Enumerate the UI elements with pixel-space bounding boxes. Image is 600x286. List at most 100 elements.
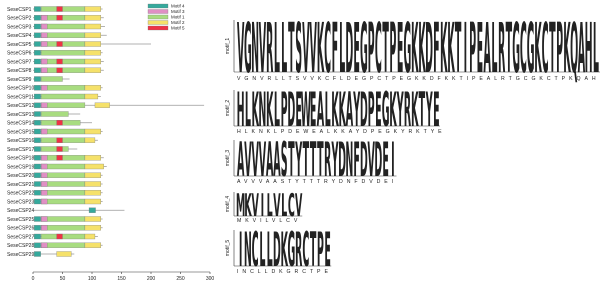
logo-letter: W — [301, 83, 311, 138]
motif-box — [34, 32, 41, 38]
motif-box — [41, 198, 48, 205]
motif-box — [41, 32, 86, 38]
logo-letter: C — [375, 9, 382, 89]
logo-letter: K — [440, 9, 448, 89]
logo-letter: E — [397, 9, 403, 89]
logo-letter: V — [251, 133, 259, 188]
logo-letter: R — [266, 9, 273, 89]
motif-box — [41, 181, 86, 187]
logo-letter: R — [404, 83, 411, 138]
motif-box — [41, 93, 86, 100]
logo-letter: D — [374, 133, 382, 188]
logo-letter: G — [512, 9, 520, 89]
motif-box — [34, 198, 41, 205]
x-tick-label: 50 — [60, 276, 66, 282]
motif-box — [41, 198, 86, 205]
motif-box — [41, 58, 48, 65]
logo-letter: H — [585, 9, 593, 89]
x-tick-label: 150 — [117, 276, 126, 282]
motif-box — [84, 67, 101, 73]
logo-letter: K — [411, 83, 419, 138]
motif-box — [41, 190, 86, 196]
logo-consensus: MKVILVLCV — [237, 218, 301, 224]
motif-box — [94, 102, 110, 108]
logo-consensus: INCLLDKGRCTPE — [237, 269, 332, 275]
logo-letter: L — [274, 83, 280, 138]
motif-box — [34, 225, 41, 231]
logo-letter: L — [267, 223, 273, 278]
logo-letter: P — [368, 83, 375, 138]
motif-box — [41, 85, 86, 91]
motif-box — [41, 6, 86, 12]
logo-letter: L — [281, 9, 287, 89]
logo-letter: T — [288, 133, 295, 188]
logo-letter: K — [244, 188, 252, 225]
motif-box — [41, 146, 69, 152]
motif-box — [41, 41, 48, 47]
legend-swatch — [147, 14, 169, 20]
gene-name: SeseCSP7 — [7, 59, 32, 65]
gene-name: SeseCSP2 — [7, 16, 32, 22]
motif-box — [34, 181, 41, 187]
motif-box — [84, 225, 101, 231]
logo-letter: K — [534, 9, 542, 89]
logo-letter: N — [251, 9, 259, 89]
motif-box — [41, 50, 86, 56]
motif-box — [41, 15, 48, 21]
motif-box — [56, 15, 63, 21]
motif-box — [34, 93, 41, 100]
logo-letter: A — [578, 9, 585, 89]
motif-box — [41, 41, 86, 47]
motif-box — [56, 58, 63, 65]
logo-letter: C — [324, 9, 331, 89]
gene-name: SeseCSP5 — [7, 42, 32, 48]
logo-letter: T — [455, 9, 462, 89]
motif-box — [84, 172, 101, 178]
motif-box — [84, 128, 101, 135]
motif-box — [84, 163, 104, 170]
logo-label: motif_4 — [225, 196, 231, 213]
x-tick-label: 250 — [176, 276, 185, 282]
logo-label: motif_2 — [225, 100, 231, 117]
motif-box — [41, 32, 48, 38]
logo-letter: S — [295, 9, 302, 89]
motif-box — [41, 128, 86, 135]
logo-letter: D — [425, 9, 433, 89]
gene-name: SeseCSP18 — [7, 156, 34, 162]
logo-letter: L — [274, 9, 280, 89]
logo-label: motif_5 — [225, 240, 231, 257]
logo-letter: L — [491, 9, 497, 89]
motif-box — [84, 93, 99, 100]
legend-label: Motif 5 — [171, 26, 185, 31]
motif-box — [84, 50, 101, 56]
motif-box — [41, 67, 86, 73]
logo-letter: R — [295, 223, 302, 278]
logo-letters: H L K N K L P D EWE A L K K A Y D P E G K Y R K T Y E — [237, 83, 440, 138]
motif-box — [41, 111, 69, 117]
motif-box — [41, 216, 48, 222]
motif-box — [41, 242, 86, 248]
logo-letter: K — [389, 83, 397, 138]
motif-box — [56, 6, 63, 12]
logo-letter: G — [403, 9, 411, 89]
motif-box — [34, 120, 41, 126]
gene-name: SeseCSP11 — [7, 94, 34, 100]
motif-box — [56, 233, 63, 240]
logo-letter: K — [317, 9, 325, 89]
motif-box — [84, 15, 101, 21]
motif-box — [41, 128, 48, 135]
logo-letter: Y — [353, 83, 361, 138]
logo-letter: L — [245, 83, 251, 138]
logo-letter: V — [237, 9, 244, 89]
logo-letter: T — [549, 9, 556, 89]
logo-letter: G — [287, 223, 295, 278]
legend-swatch — [147, 25, 169, 31]
logo-letter: A — [346, 83, 354, 138]
motif-box — [34, 76, 41, 82]
logo-consensus: AVVVAASTYTTTRYDNFDVDEI — [237, 179, 397, 185]
logo-letter: I — [239, 223, 243, 278]
